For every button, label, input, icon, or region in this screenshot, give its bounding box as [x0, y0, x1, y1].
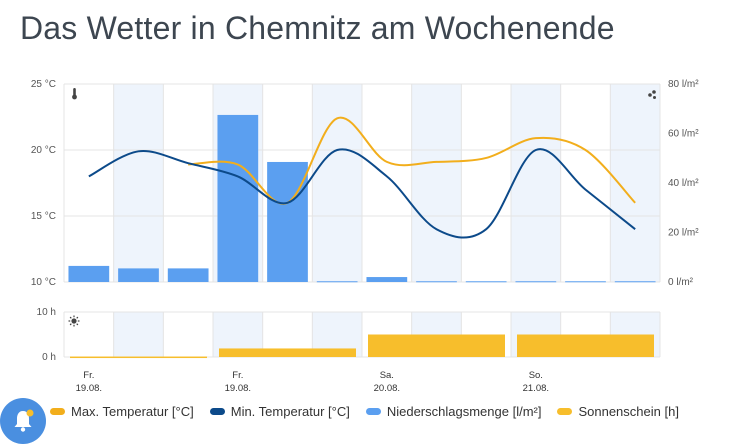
- x-tick-day: Sa.: [380, 370, 394, 381]
- precip-bar: [366, 277, 408, 282]
- x-tick-day: Fr.: [232, 370, 243, 381]
- sun-core: [71, 318, 77, 324]
- legend-swatch-min-temp: [209, 407, 225, 415]
- precip-bar: [316, 281, 358, 283]
- chart-legend: Max. Temperatur [°C] Min. Temperatur [°C…: [50, 401, 695, 421]
- bell-icon: [14, 409, 34, 432]
- y-left-tick-label: 25 °C: [31, 79, 56, 90]
- legend-item-precip[interactable]: Niederschlagsmenge [l/m²]: [365, 403, 542, 419]
- precip-bar: [68, 265, 110, 282]
- precip-bar: [267, 161, 308, 282]
- band-main: [312, 84, 362, 282]
- legend-swatch-sunshine: [557, 407, 573, 415]
- sun-ray: [76, 316, 79, 319]
- y-left-tick-label: 15 °C: [31, 211, 56, 222]
- thermometer-icon: [72, 88, 77, 100]
- max-temp-line: [188, 116, 636, 205]
- band-main: [113, 84, 164, 282]
- x-tick-day: Fr.: [83, 370, 94, 381]
- y-right-tick-label: 80 l/m²: [668, 79, 699, 90]
- precip-bar: [565, 281, 606, 283]
- x-tick-date: 21.08.: [523, 383, 549, 394]
- precip-bar: [515, 281, 557, 283]
- page-title: Das Wetter in Chemnitz am Wochenende: [20, 10, 615, 46]
- y-right-tick-label: 60 l/m²: [668, 129, 699, 140]
- y-sun-tick-label: 0 h: [42, 352, 56, 363]
- legend-label-min-temp: Min. Temperatur [°C]: [230, 403, 350, 419]
- precip-bar: [118, 268, 159, 282]
- legend-label-max-temp: Max. Temperatur [°C]: [71, 403, 194, 419]
- legend-swatch-precip: [365, 407, 381, 415]
- sun-ray: [76, 323, 79, 326]
- legend-item-max-temp[interactable]: Max. Temperatur [°C]: [50, 404, 194, 419]
- precip-bar: [614, 281, 656, 283]
- precip-bar: [217, 114, 259, 282]
- legend-item-min-temp[interactable]: Min. Temperatur [°C]: [209, 403, 350, 419]
- precip-bar: [465, 281, 507, 283]
- sunshine-bar: [368, 334, 505, 357]
- y-right-tick-label: 20 l/m²: [668, 228, 699, 239]
- x-tick-date: 20.08.: [374, 383, 400, 394]
- y-right-tick-label: 0 l/m²: [668, 277, 694, 288]
- x-tick-date: 19.08.: [225, 383, 251, 394]
- sunshine-bar: [70, 356, 207, 359]
- legend-label-precip: Niederschlagsmenge [l/m²]: [386, 403, 542, 419]
- band-sun: [113, 312, 164, 357]
- min-temp-line: [88, 148, 636, 239]
- thermometer-bulb: [72, 94, 77, 100]
- y-sun-tick-label: 10 h: [37, 307, 56, 318]
- raindrop: [652, 90, 656, 94]
- precip-bar: [167, 268, 209, 282]
- legend-item-sunshine[interactable]: Sonnenschein [h]: [557, 403, 679, 419]
- sunshine-bar: [517, 334, 654, 357]
- sunshine-bar: [219, 348, 356, 357]
- raindrops-icon: [648, 90, 656, 99]
- y-right-tick-label: 40 l/m²: [668, 178, 699, 189]
- notification-bell-button[interactable]: [0, 398, 46, 444]
- y-left-tick-label: 10 °C: [31, 277, 56, 288]
- raindrop: [648, 93, 652, 97]
- legend-label-sunshine: Sonnenschein [h]: [578, 403, 679, 419]
- sun-ray: [69, 316, 72, 319]
- legend-swatch-max-temp: [50, 407, 65, 415]
- x-tick-day: So.: [529, 370, 543, 381]
- thermometer-stem: [73, 88, 76, 96]
- raindrop: [653, 96, 656, 99]
- x-tick-date: 19.08.: [76, 383, 102, 394]
- band-main: [511, 84, 561, 282]
- sun-ray: [69, 323, 72, 326]
- y-left-tick-label: 20 °C: [31, 145, 56, 156]
- band-main: [411, 84, 462, 282]
- sun-icon: [68, 315, 80, 327]
- precip-bar: [416, 281, 457, 283]
